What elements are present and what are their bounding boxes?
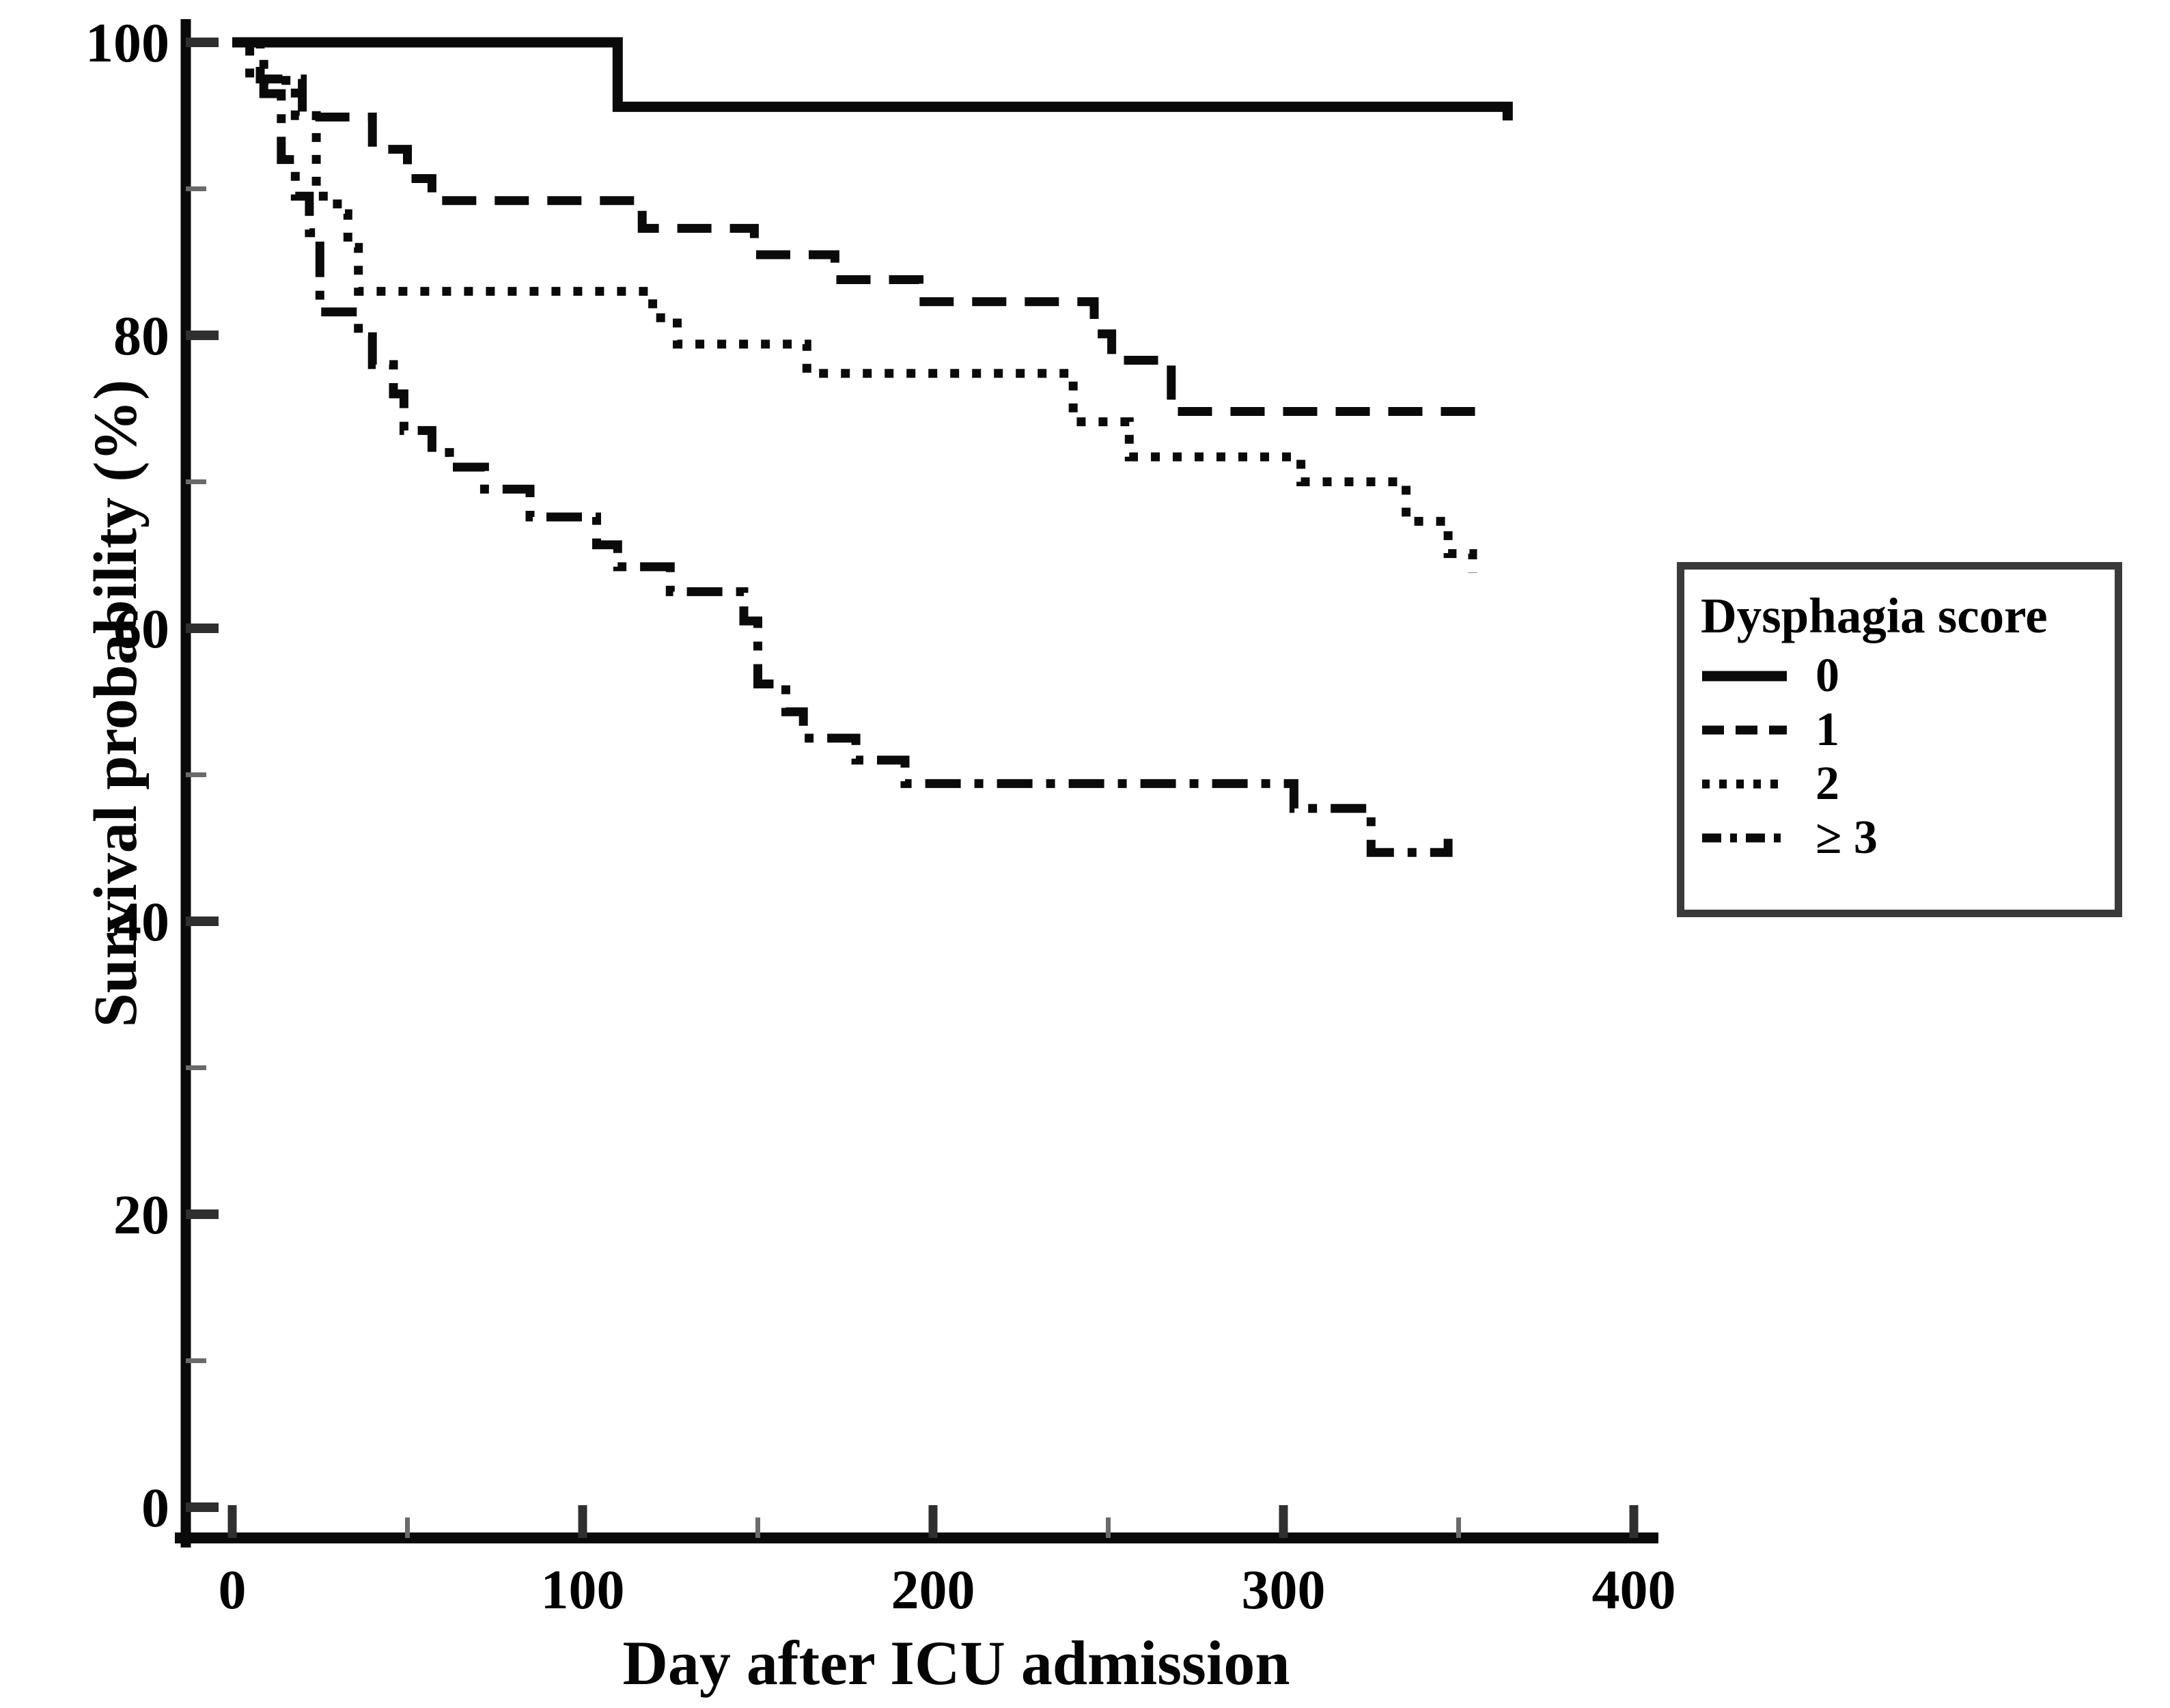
y-tick-label-0: 0 [141,1476,169,1539]
y-tick-label-20: 20 [113,1184,169,1246]
legend-marker-dotted-icon [1702,779,1787,788]
x-tick-label-100: 100 [541,1558,625,1621]
survival-curve-score-≥3 [232,38,1453,857]
y-tick-label-100: 100 [85,12,169,74]
legend-label: ≥ 3 [1816,811,1878,864]
legend-items: 0 1 2 ≥ 3 [1684,649,2115,865]
y-tick-label-80: 80 [113,305,169,367]
legend-marker-dashdot-icon [1702,833,1787,842]
survival-curve-score-1 [232,38,1481,425]
legend-label: 0 [1816,649,1839,702]
y-tick-label-40: 40 [113,891,169,953]
survival-curve-score-0 [232,37,1513,121]
x-tick-label-300: 300 [1242,1558,1326,1621]
x-tick-label-0: 0 [219,1558,247,1621]
legend-item-score-1: 1 [1701,703,2115,757]
x-axis-title: Day after ICU admission [622,1628,1290,1698]
legend-label: 1 [1816,703,1839,756]
legend-marker-dashed-icon [1702,725,1787,734]
legend-item-score-3: ≥ 3 [1701,811,2115,865]
x-tick-label-200: 200 [891,1558,975,1621]
y-tick-label-60: 60 [113,598,169,660]
legend-marker-solid-icon [1702,671,1787,681]
legend-title: Dysphagia score [1701,588,2048,643]
y-axis-title: Survival probability (%) [82,379,150,1028]
x-tick-label-400: 400 [1592,1558,1676,1621]
legend-item-score-2: 2 [1701,757,2115,811]
survival-curve-score-2 [232,38,1477,573]
legend-label: 2 [1816,757,1839,810]
legend-box: Dysphagia score 0 1 2 ≥ 3 [1677,562,2122,917]
legend-item-score-0: 0 [1701,649,2115,703]
